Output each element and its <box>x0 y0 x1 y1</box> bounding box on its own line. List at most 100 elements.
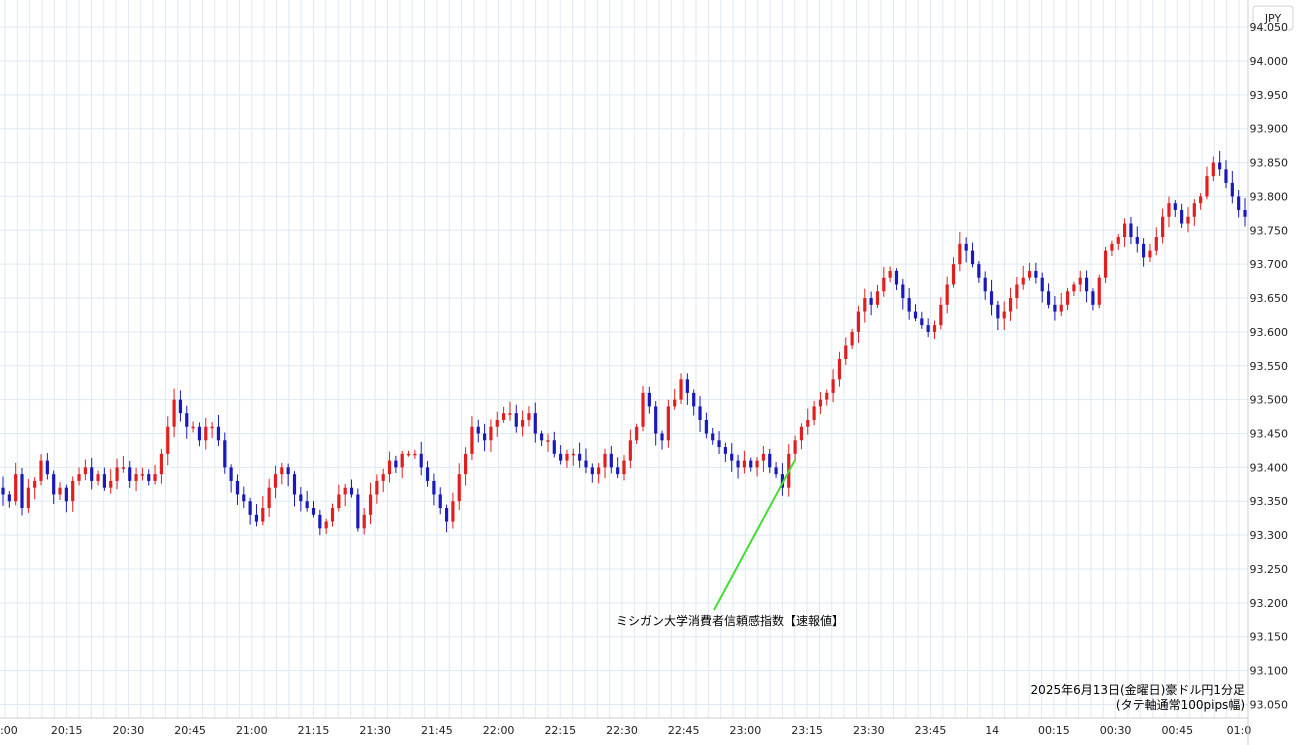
candle <box>1148 243 1152 263</box>
candle-body <box>559 453 563 461</box>
candle <box>692 389 696 416</box>
candle <box>1123 218 1127 248</box>
candle <box>1154 227 1158 256</box>
candle-body <box>235 480 240 495</box>
x-tick-label: 21:15 <box>298 724 330 737</box>
candle <box>635 423 639 445</box>
candle-body <box>875 291 880 305</box>
candle-body <box>1027 270 1032 278</box>
candle <box>679 373 683 404</box>
candle <box>888 266 892 283</box>
candle-body <box>926 325 930 332</box>
candle <box>96 470 100 486</box>
candle <box>248 497 252 525</box>
y-tick-label: 93.500 <box>1250 394 1289 407</box>
candle <box>983 271 987 300</box>
candle <box>470 416 474 461</box>
candle-body <box>267 487 271 509</box>
candle <box>863 288 867 323</box>
candle <box>755 457 759 477</box>
candle-body <box>413 453 417 456</box>
candle-body <box>837 359 842 380</box>
candle <box>115 458 119 490</box>
candle-body <box>299 494 303 502</box>
candle <box>654 401 658 446</box>
candle <box>958 232 962 272</box>
candle <box>1116 233 1120 250</box>
candle <box>907 288 911 320</box>
candle-body <box>749 460 753 468</box>
candle <box>559 445 563 465</box>
candle-body <box>983 277 987 292</box>
candle-body <box>1091 291 1095 305</box>
candle-body <box>280 467 284 475</box>
candle <box>1135 226 1139 253</box>
candle <box>273 465 278 499</box>
candle <box>489 419 493 452</box>
candle <box>406 450 411 457</box>
candle-body <box>571 453 575 456</box>
y-tick-label: 93.100 <box>1250 665 1289 678</box>
candle-body <box>451 501 455 522</box>
candle <box>641 386 645 432</box>
candle <box>1110 240 1114 256</box>
candle <box>419 441 423 476</box>
candle-body <box>894 270 899 285</box>
currency-badge <box>1252 5 1294 31</box>
candle-body <box>1230 182 1234 197</box>
candle <box>102 467 106 491</box>
candle-body <box>1097 277 1101 305</box>
candle <box>647 386 651 414</box>
candle-body <box>533 413 537 434</box>
candle-body <box>888 270 892 278</box>
candle-body <box>77 474 81 481</box>
y-axis: JPY 94.050 94.000 93.950 93.900 93.850 93.800… <box>1247 0 1294 745</box>
candle <box>1173 199 1177 217</box>
candle <box>920 311 924 329</box>
candle <box>52 470 56 505</box>
candle <box>229 464 233 493</box>
candle-body <box>343 487 347 495</box>
candle-body <box>679 379 683 400</box>
candle-body <box>1065 291 1070 305</box>
candle <box>64 484 68 513</box>
candle-body <box>185 413 189 427</box>
candle-body <box>806 419 810 427</box>
candle-body <box>628 440 632 461</box>
candle-body <box>565 453 569 461</box>
candle <box>939 297 943 330</box>
candle <box>463 447 468 486</box>
candle-body <box>159 453 164 475</box>
candle <box>977 261 981 283</box>
candle <box>951 257 956 288</box>
candle <box>1027 262 1032 281</box>
candle <box>565 449 569 468</box>
x-tick-label: 22:00 <box>483 724 515 737</box>
candle <box>1199 193 1203 210</box>
candle-body <box>71 480 75 502</box>
candle-body <box>1078 277 1082 285</box>
candle <box>806 408 810 435</box>
candle-body <box>1015 284 1019 299</box>
candle-body <box>673 399 677 407</box>
y-tick-label: 94.050 <box>1250 21 1289 34</box>
candle <box>540 430 544 447</box>
candle <box>1142 238 1146 267</box>
candle-body <box>761 453 766 461</box>
candle <box>698 396 702 432</box>
candle <box>850 328 854 350</box>
candle <box>311 501 316 518</box>
candle-body <box>45 460 49 475</box>
candle-body <box>654 406 658 434</box>
candle-body <box>939 304 943 326</box>
candle <box>970 242 975 268</box>
caption-line-1: 2025年6月13日(金曜日)豪ドル円1分足 <box>1031 682 1245 697</box>
candle-body <box>951 264 956 285</box>
candle <box>622 455 626 481</box>
candle <box>20 467 24 516</box>
candle <box>1015 276 1019 309</box>
candle-body <box>64 487 68 502</box>
x-tick-label: 23:15 <box>791 724 823 737</box>
candle-body <box>286 467 290 475</box>
